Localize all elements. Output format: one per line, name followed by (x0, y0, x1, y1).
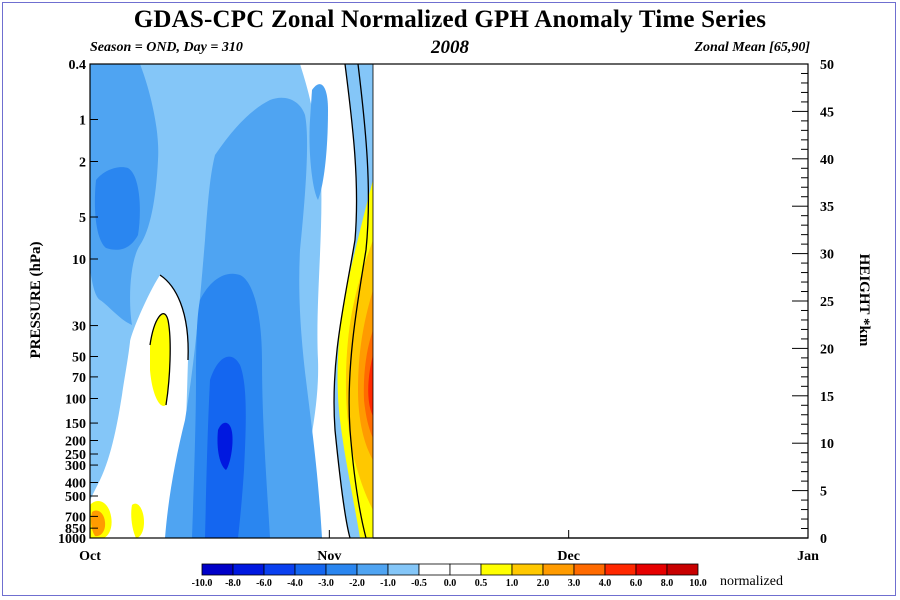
colorbar-label: 10.0 (689, 578, 707, 589)
y-tick-label: 10 (72, 253, 86, 268)
colorbar-swatch (604, 563, 637, 576)
chart-title: GDAS-CPC Zonal Normalized GPH Anomaly Ti… (133, 6, 767, 33)
colorbar-swatch (573, 563, 606, 576)
y-tick-label: 700 (65, 510, 86, 525)
y2-tick-label: 30 (820, 248, 834, 263)
y-tick-label: 50 (72, 351, 86, 366)
x-tick-label: Oct (79, 549, 101, 564)
y-tick-label: 1 (79, 114, 86, 129)
y-tick-label: 70 (72, 371, 86, 386)
colorbar-label: 2.0 (537, 578, 550, 589)
y-tick-label: 500 (65, 490, 86, 505)
colorbar-swatch (511, 563, 544, 576)
colorbar-label: -3.0 (318, 578, 334, 589)
y-tick-label: 300 (65, 459, 86, 474)
y2-axis-label: HEIGHT *km (856, 254, 872, 347)
field-neutral-band-right (295, 64, 357, 538)
colorbar-label: -10.0 (192, 578, 213, 589)
y2-tick-label: 45 (820, 105, 834, 120)
colorbar-label: -1.0 (380, 578, 396, 589)
y-tick-label: 850 (65, 522, 86, 537)
colorbar-label: 4.0 (599, 578, 612, 589)
y-tick-label: 200 (65, 434, 86, 449)
y2-tick-label: 25 (820, 295, 834, 310)
y2-tick-label: 10 (820, 437, 834, 452)
colorbar-swatch (201, 563, 234, 576)
colorbar-unit-label: normalized (720, 574, 783, 589)
colorbar-swatch (325, 563, 358, 576)
colorbar-swatch (263, 563, 296, 576)
y-tick-label: 150 (65, 417, 86, 432)
y-tick-label: 5 (79, 211, 86, 226)
colorbar-label: 3.0 (568, 578, 581, 589)
x-tick-label: Dec (557, 549, 580, 564)
colorbar-swatch (449, 563, 482, 576)
colorbar-label: -0.5 (411, 578, 427, 589)
colorbar-swatch (356, 563, 389, 576)
y-tick-label: 100 (65, 393, 86, 408)
contour-zero-left (159, 274, 189, 361)
colorbar-label: 8.0 (661, 578, 674, 589)
field-positive-red (368, 355, 373, 416)
season-day-label: Season = OND, Day = 310 (90, 40, 243, 55)
y-tick-label: 0.4 (69, 58, 87, 73)
y2-tick-label: 5 (820, 485, 827, 500)
y-tick-label: 400 (65, 476, 86, 491)
contour-half-right (348, 64, 370, 538)
colorbar-label: -2.0 (349, 578, 365, 589)
colorbar-swatch (666, 563, 699, 576)
colorbar-swatch (232, 563, 265, 576)
x-tick-label: Nov (317, 549, 341, 564)
y2-tick-label: 20 (820, 342, 834, 357)
colorbar-label: -4.0 (287, 578, 303, 589)
anomaly-field (90, 64, 373, 538)
colorbar-label: 6.0 (630, 578, 643, 589)
colorbar-swatch (418, 563, 451, 576)
colorbar-label: -8.0 (225, 578, 241, 589)
y2-tick-label: 0 (820, 532, 827, 547)
field-darker-blue-upper-left (94, 167, 140, 250)
field-yellow-blob-lower (131, 503, 144, 538)
field-yellow-blob-mid (150, 313, 171, 406)
field-deep-blue-core (217, 422, 233, 470)
colorbar-swatch (542, 563, 575, 576)
colorbar-label: 0.0 (444, 578, 457, 589)
y2-tick-label: 35 (820, 200, 834, 215)
contour-half-left (149, 313, 171, 406)
y-tick-label: 1000 (58, 532, 86, 547)
colorbar-swatch (635, 563, 668, 576)
year-label: 2008 (431, 37, 469, 58)
contour-zero-right (333, 64, 358, 538)
colorbar-swatch (294, 563, 327, 576)
x-tick-label: Jan (797, 549, 819, 564)
zonal-mean-label: Zonal Mean [65,90] (694, 40, 811, 55)
y-axis-label: PRESSURE (hPa) (28, 241, 44, 358)
colorbar-swatch (387, 563, 420, 576)
y-tick-label: 30 (72, 320, 86, 335)
y2-tick-label: 50 (820, 58, 834, 73)
y2-tick-label: 15 (820, 390, 834, 405)
field-blue-upper-tongue (309, 84, 328, 200)
y2-tick-label: 40 (820, 153, 834, 168)
colorbar: -10.0 -8.0 -6.0 -4.0 -3.0 -2.0 -1.0 -0.5 0.0 0.5 1… (192, 563, 707, 589)
y-tick-label: 2 (79, 156, 86, 171)
colorbar-label: 0.5 (475, 578, 488, 589)
colorbar-swatch (480, 563, 513, 576)
colorbar-label: -6.0 (256, 578, 272, 589)
y-tick-label: 250 (65, 448, 86, 463)
colorbar-label: 1.0 (506, 578, 519, 589)
